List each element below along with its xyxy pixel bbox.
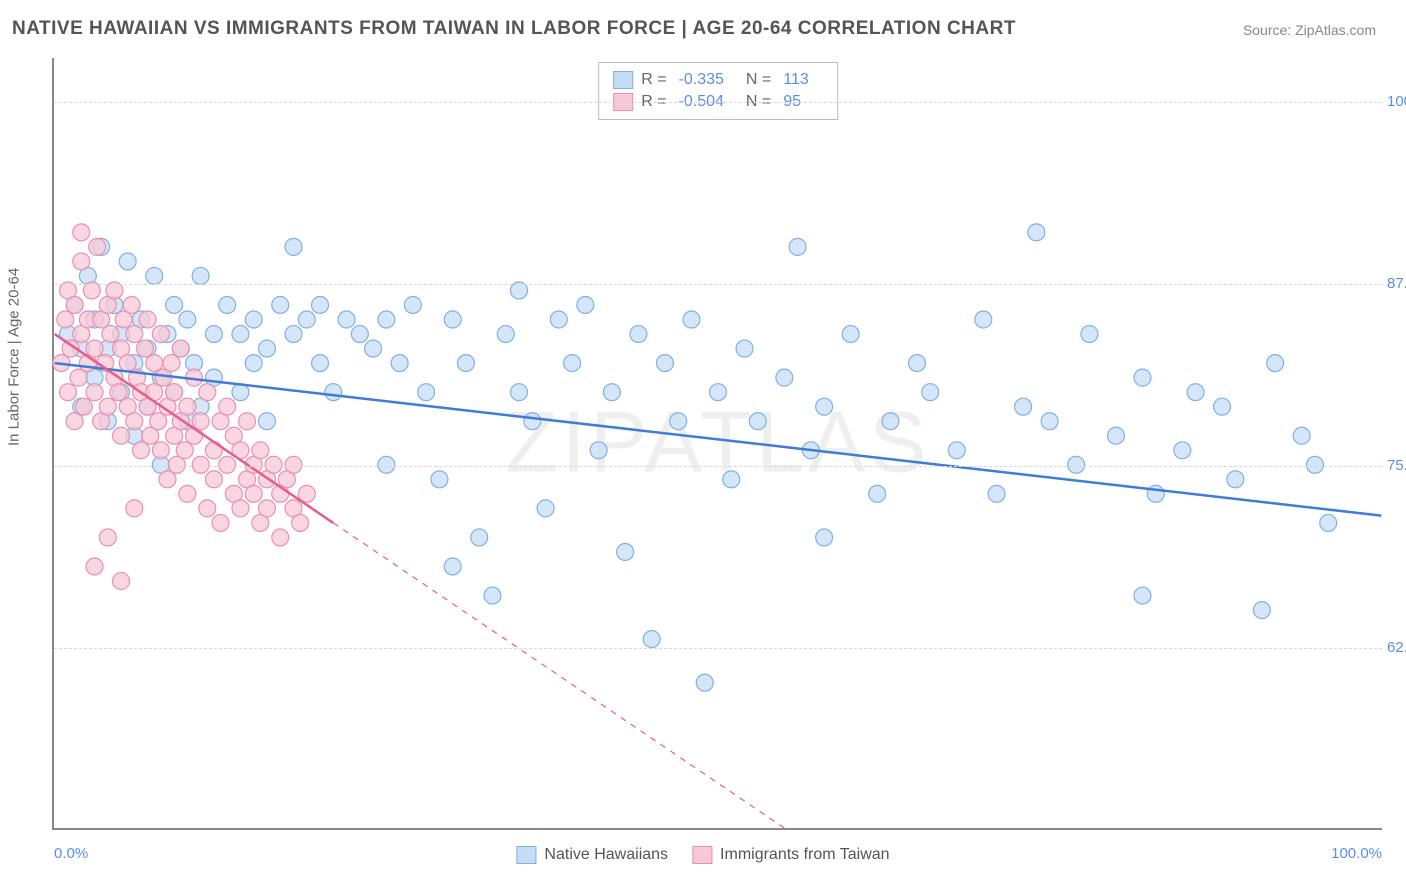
x-tick-max: 100.0% [1331, 845, 1382, 862]
swatch-a2-icon [516, 846, 536, 864]
swatch-b2-icon [692, 846, 712, 864]
y-tick-label: 75.0% [1387, 457, 1406, 474]
y-tick-label: 87.5% [1387, 275, 1406, 292]
chart-title: NATIVE HAWAIIAN VS IMMIGRANTS FROM TAIWA… [12, 18, 1016, 40]
n-label: N = [746, 71, 771, 89]
legend-row-a: R = -0.335 N = 113 [613, 69, 823, 91]
gridline [54, 284, 1382, 285]
series-b-label: Immigrants from Taiwan [720, 846, 890, 864]
n-value-a: 113 [783, 71, 809, 89]
y-axis-label: In Labor Force | Age 20-64 [6, 268, 23, 446]
y-tick-label: 62.5% [1387, 639, 1406, 656]
plot-area: ZIPATLAS R = -0.335 N = 113 R = -0.504 N… [52, 58, 1382, 830]
gridline [54, 648, 1382, 649]
series-a-label: Native Hawaiians [544, 846, 668, 864]
y-tick-label: 100.0% [1387, 93, 1406, 110]
source-attribution: Source: ZipAtlas.com [1243, 22, 1376, 38]
gridline [54, 102, 1382, 103]
correlation-legend: R = -0.335 N = 113 R = -0.504 N = 95 [598, 62, 838, 120]
legend-item-a: Native Hawaiians [516, 846, 668, 864]
swatch-a-icon [613, 71, 633, 89]
series-legend: Native Hawaiians Immigrants from Taiwan [516, 846, 889, 864]
x-tick-min: 0.0% [54, 845, 88, 862]
gridline [54, 466, 1382, 467]
legend-item-b: Immigrants from Taiwan [692, 846, 890, 864]
chart-svg [54, 58, 1382, 828]
r-label: R = [641, 71, 666, 89]
r-value-a: -0.335 [679, 71, 724, 89]
